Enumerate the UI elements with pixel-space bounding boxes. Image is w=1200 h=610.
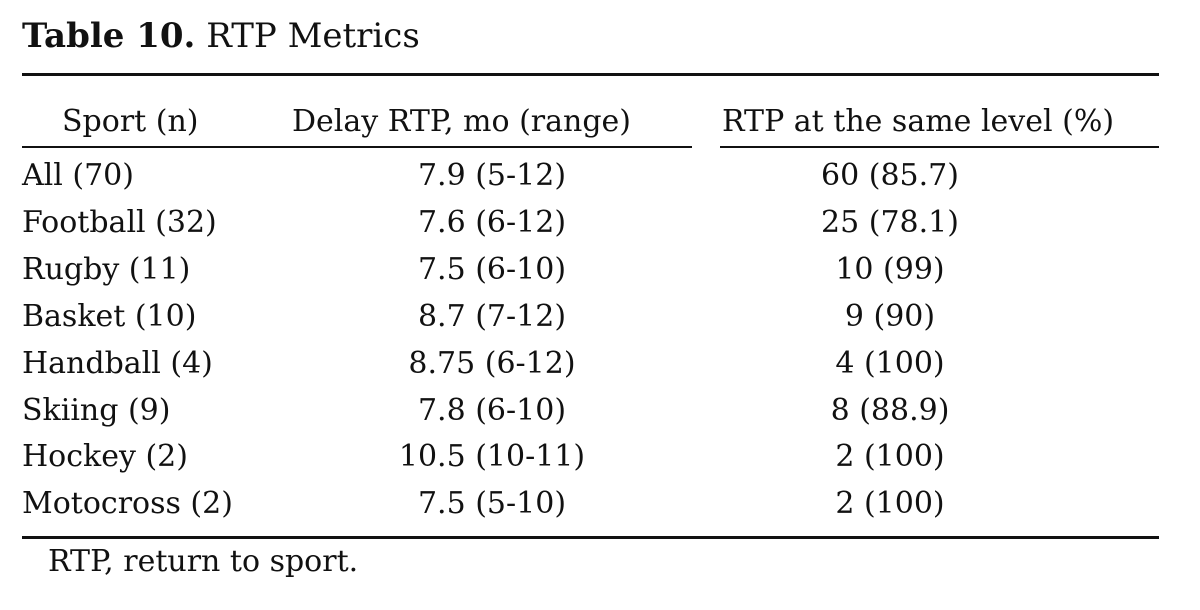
cell-delay-rtp: 7.6 (6-12) <box>417 205 567 240</box>
cell-sport: Motocross (2) <box>22 486 233 521</box>
bottom-rule <box>22 536 1159 539</box>
cell-rtp-same-level: 25 (78.1) <box>821 205 959 240</box>
header-underline-sport <box>22 146 297 148</box>
cell-sport: Skiing (9) <box>22 393 171 428</box>
header-underline-delay <box>297 146 692 148</box>
cell-rtp-same-level: 4 (100) <box>835 346 945 381</box>
cell-rtp-same-level: 10 (99) <box>835 252 945 287</box>
table-footnote: RTP, return to sport. <box>48 544 359 579</box>
cell-sport: Hockey (2) <box>22 439 188 474</box>
cell-sport: Handball (4) <box>22 346 213 381</box>
cell-delay-rtp: 7.5 (6-10) <box>417 252 567 287</box>
cell-sport: Rugby (11) <box>22 252 191 287</box>
cell-rtp-same-level: 2 (100) <box>835 439 945 474</box>
cell-delay-rtp: 7.8 (6-10) <box>417 393 567 428</box>
cell-delay-rtp: 8.7 (7-12) <box>417 299 567 334</box>
table-number: Table 10. <box>22 16 196 56</box>
header-sport: Sport (n) <box>62 104 199 139</box>
cell-delay-rtp: 10.5 (10-11) <box>398 439 586 474</box>
cell-sport: Football (32) <box>22 205 217 240</box>
cell-rtp-same-level: 9 (90) <box>844 299 936 334</box>
cell-sport: Basket (10) <box>22 299 197 334</box>
table-title-text: RTP Metrics <box>195 16 420 56</box>
header-rtp-same-level: RTP at the same level (%) <box>722 104 1115 139</box>
top-rule <box>22 73 1159 76</box>
cell-delay-rtp: 7.9 (5-12) <box>417 158 567 193</box>
header-delay-rtp: Delay RTP, mo (range) <box>292 104 631 139</box>
cell-sport: All (70) <box>22 158 134 193</box>
cell-delay-rtp: 8.75 (6-12) <box>408 346 576 381</box>
table-title: Table 10. RTP Metrics <box>22 14 420 58</box>
cell-rtp-same-level: 8 (88.9) <box>830 393 950 428</box>
cell-delay-rtp: 7.5 (5-10) <box>417 486 567 521</box>
cell-rtp-same-level: 2 (100) <box>835 486 945 521</box>
cell-rtp-same-level: 60 (85.7) <box>821 158 959 193</box>
header-underline-rtp <box>720 146 1159 148</box>
